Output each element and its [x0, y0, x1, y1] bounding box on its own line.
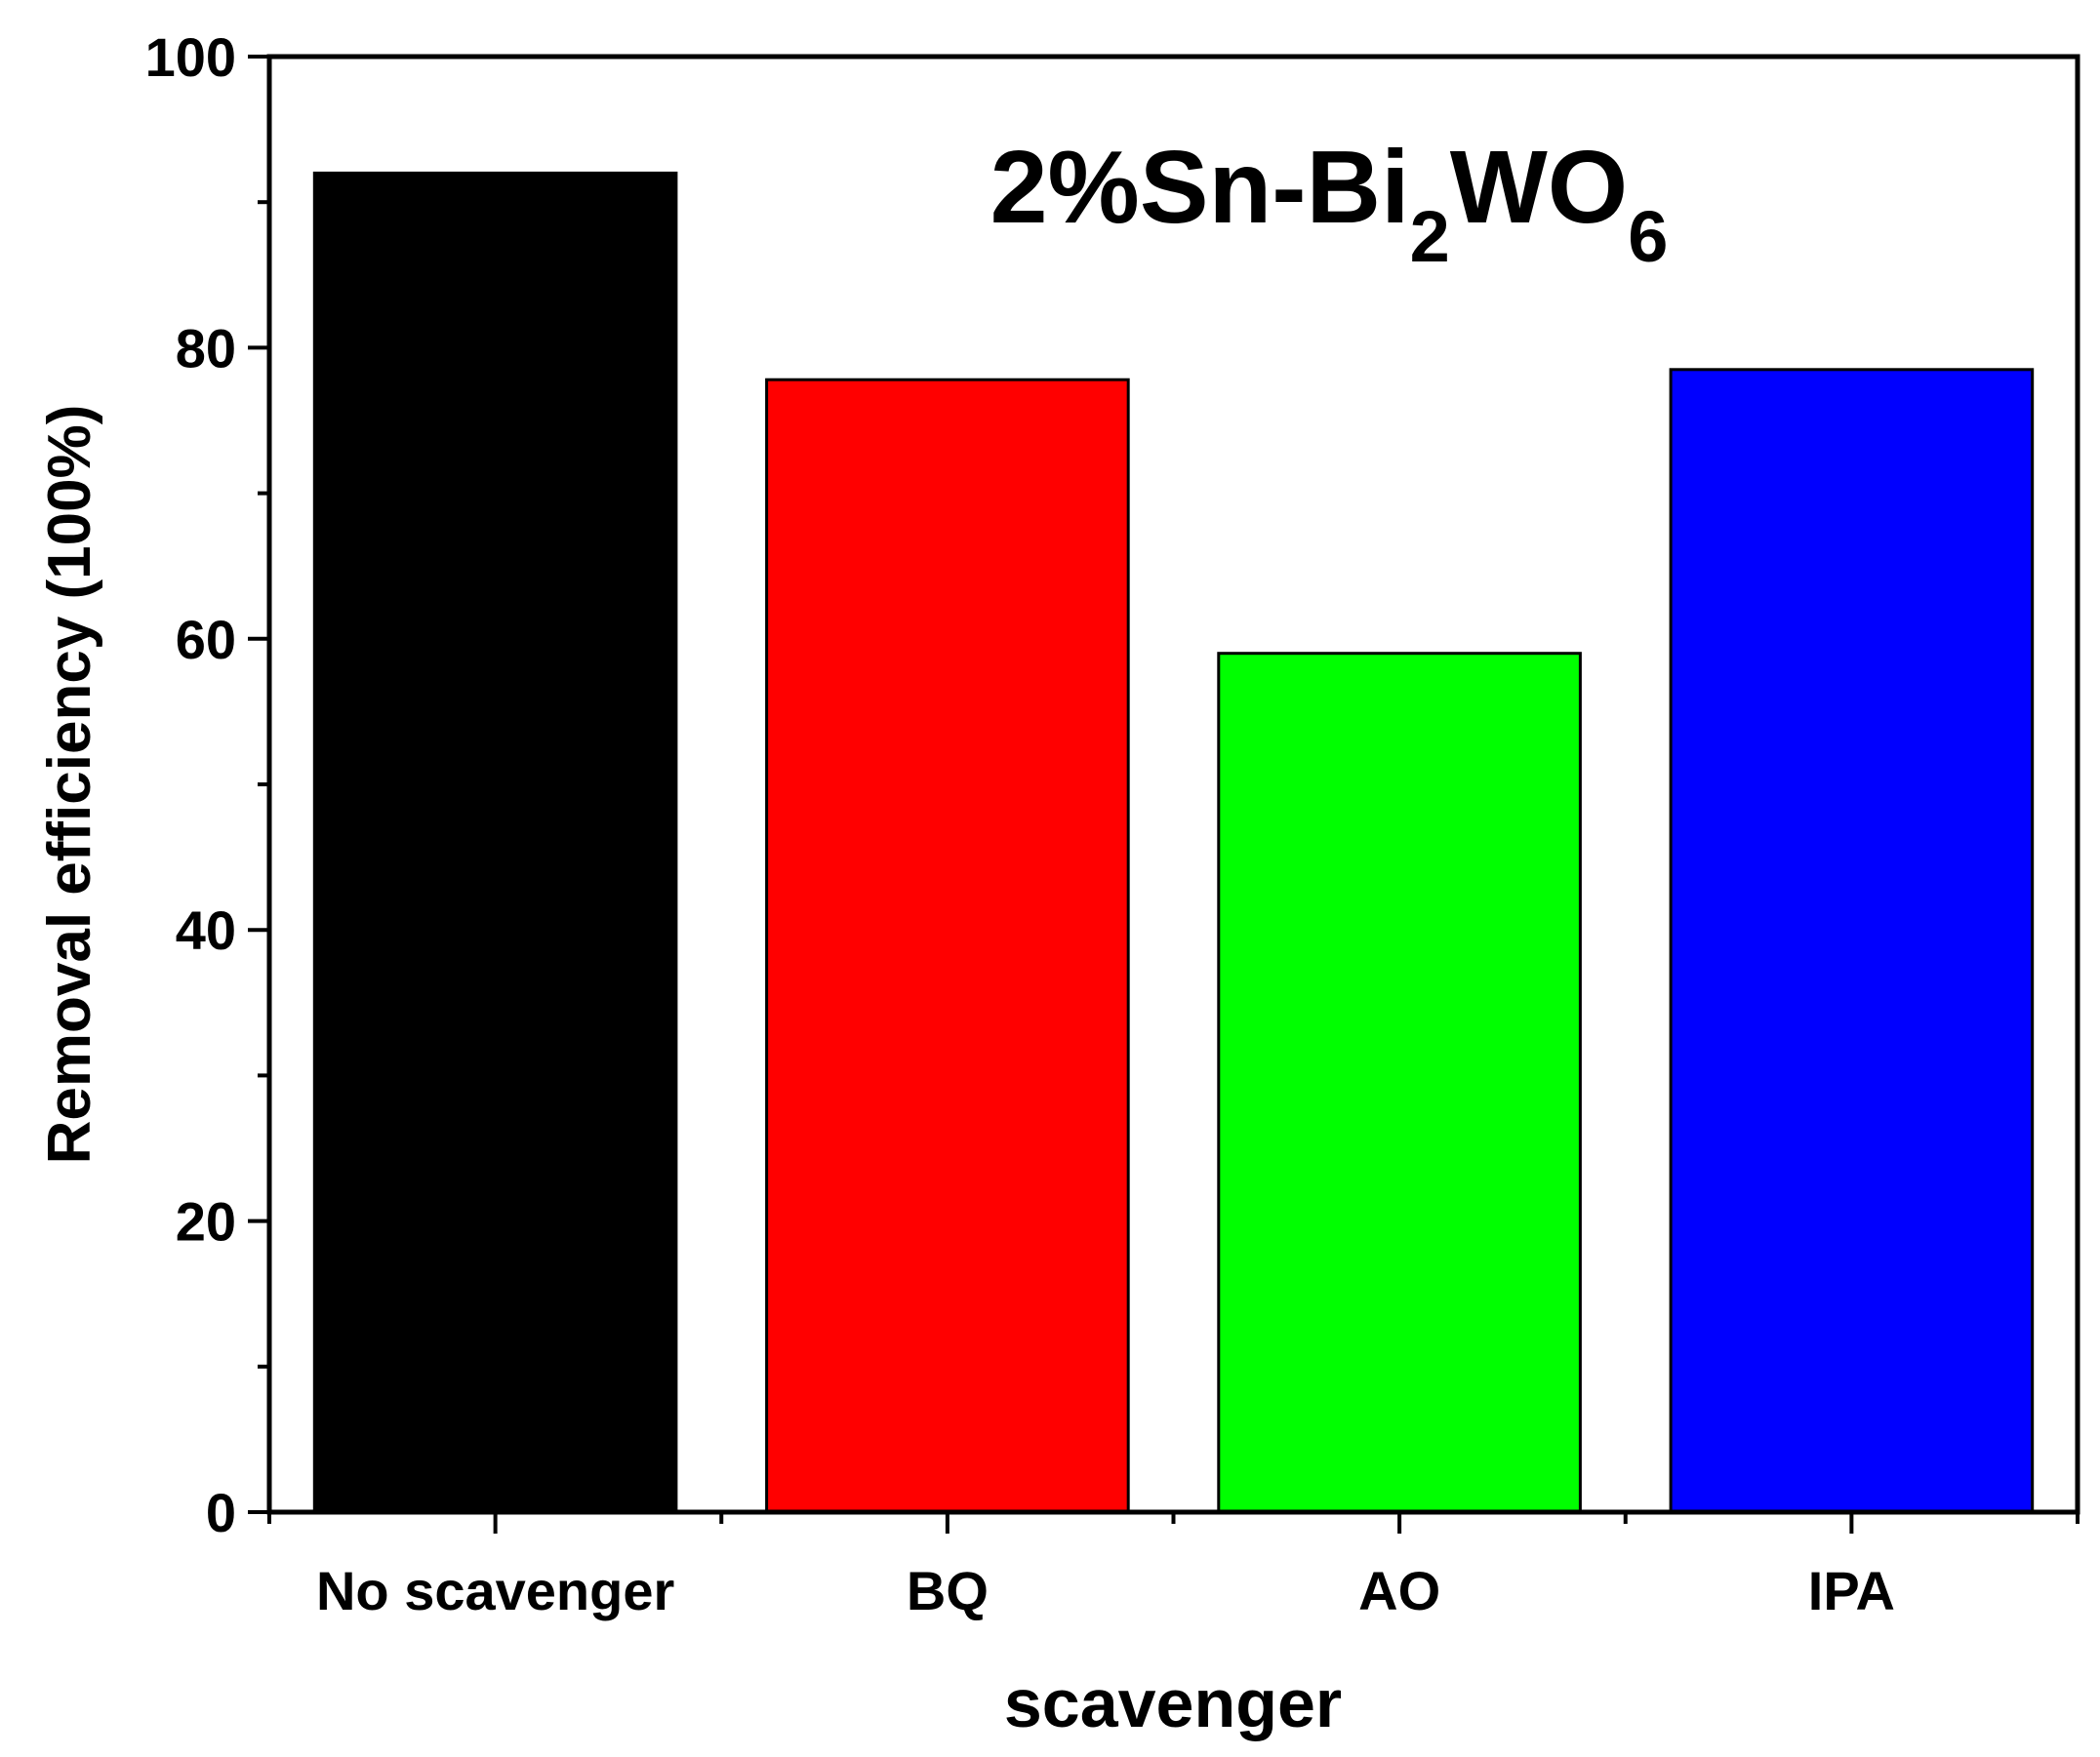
- bar-ipa: [1669, 368, 2035, 1514]
- bar-no-scavenger: [312, 171, 678, 1514]
- y-tick-label: 60: [176, 609, 236, 670]
- y-axis: 0 20 40 60 80 100: [145, 26, 269, 1543]
- x-tick-label: AO: [1358, 1560, 1440, 1621]
- bar-ao: [1217, 652, 1582, 1514]
- y-tick-label: 40: [176, 899, 236, 961]
- chart-title-subscript-2: 6: [1628, 196, 1668, 277]
- chart-title: 2%Sn-Bi2WO6: [990, 130, 1669, 277]
- chart-title-middle: WO: [1450, 130, 1629, 245]
- chart-title-prefix: 2%Sn-Bi: [990, 130, 1410, 245]
- y-tick-label: 0: [206, 1482, 236, 1543]
- y-tick-label: 20: [176, 1191, 236, 1253]
- x-axis: No scavenger BQ AO IPA: [267, 1512, 2080, 1621]
- x-axis-label: scavenger: [1004, 1665, 1342, 1741]
- x-tick-label: BQ: [907, 1560, 989, 1621]
- x-tick-label: No scavenger: [316, 1560, 674, 1621]
- bar-bq: [765, 378, 1130, 1514]
- plot-frame: [266, 54, 2080, 1515]
- y-tick-label: 100: [145, 26, 236, 88]
- bars-layer: [312, 171, 2035, 1514]
- x-tick-label: IPA: [1808, 1560, 1895, 1621]
- y-axis-label: Removal efficiency (100%): [36, 405, 103, 1165]
- chart-title-subscript-1: 2: [1410, 196, 1450, 277]
- y-tick-label: 80: [176, 317, 236, 379]
